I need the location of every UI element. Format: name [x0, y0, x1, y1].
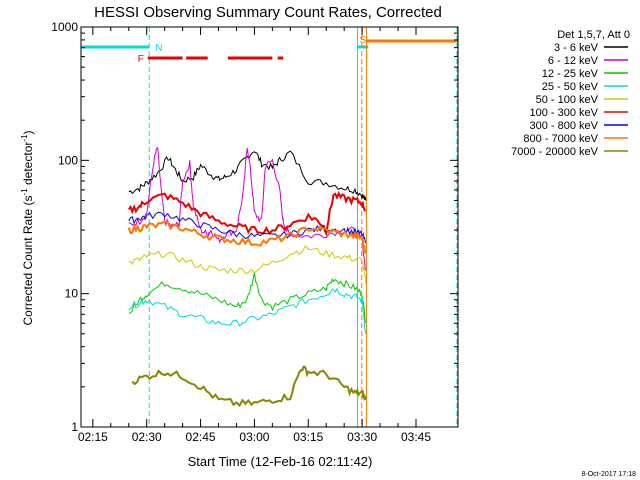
y-label-sup2: -1 [20, 134, 29, 142]
legend-label-3: 25 - 50 keV [542, 81, 599, 93]
series-line-0 [128, 150, 367, 201]
y-tick-label-2: 100 [58, 153, 78, 167]
footer-date: 8-Oct-2017 17:18 [582, 471, 637, 478]
legend-title: Det 1,5,7, Att 0 [557, 29, 630, 41]
axes: 02:15 02:30 02:45 03:00 03:15 03:30 03:45 1 10 10… [51, 20, 458, 444]
x-tick-label-2: 02:45 [186, 430, 216, 444]
series-line-5 [127, 190, 366, 237]
y-label-mid: detector [21, 142, 35, 189]
x-tick-label-0: 02:15 [78, 430, 108, 444]
y-label-sup1: -1 [20, 188, 29, 196]
legend-label-8: 7000 - 20000 keV [511, 146, 599, 158]
series-line-4 [128, 245, 367, 284]
series-line-7 [127, 220, 367, 255]
x-tick-label-4: 03:15 [293, 430, 323, 444]
series-line-6 [128, 211, 367, 244]
y-tick-label-3: 1000 [51, 20, 78, 34]
night-flag-label: N [155, 43, 162, 54]
legend-label-2: 12 - 25 keV [542, 68, 599, 80]
plot-area: NF S [81, 27, 458, 427]
x-tick-label-1: 02:30 [132, 430, 162, 444]
x-axis-label: Start Time (12-Feb-16 02:11:42) [188, 454, 373, 469]
plot-frame [80, 26, 459, 428]
y-label-main: Corrected Count Rate (s [21, 195, 35, 325]
legend-label-1: 6 - 12 keV [548, 55, 599, 67]
y-tick-label-0: 1 [71, 420, 78, 434]
legend-label-6: 300 - 800 keV [530, 120, 599, 132]
series-line-2 [128, 272, 367, 324]
flare-flag-label: F [138, 54, 144, 65]
y-axis-label: Corrected Count Rate (s-1 detector-1) [20, 130, 35, 325]
x-tick-label-3: 03:00 [239, 430, 269, 444]
saa-flag-label: S [359, 35, 366, 46]
y-tick-label-1: 10 [65, 287, 79, 301]
chart-title: HESSI Observing Summary Count Rates, Cor… [94, 4, 442, 21]
legend-label-5: 100 - 300 keV [530, 107, 599, 119]
x-tick-label-6: 03:45 [401, 430, 431, 444]
legend-label-0: 3 - 6 keV [554, 42, 599, 54]
series-line-3 [128, 287, 367, 334]
y-label-end: ) [21, 130, 35, 134]
series-line-8 [131, 365, 367, 408]
legend-label-4: 50 - 100 keV [536, 94, 599, 106]
legend-label-7: 800 - 7000 keV [523, 133, 598, 145]
x-tick-label-5: 03:30 [347, 430, 377, 444]
